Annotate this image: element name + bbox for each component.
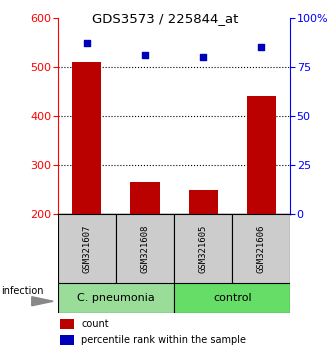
Text: control: control	[213, 293, 251, 303]
Text: GSM321606: GSM321606	[257, 224, 266, 273]
Text: GSM321608: GSM321608	[141, 224, 149, 273]
Text: C. pneumonia: C. pneumonia	[77, 293, 155, 303]
Bar	[174, 214, 232, 283]
Polygon shape	[32, 297, 53, 306]
Bar	[174, 283, 290, 313]
Text: percentile rank within the sample: percentile rank within the sample	[81, 335, 246, 345]
Bar	[130, 182, 159, 214]
Text: GDS3573 / 225844_at: GDS3573 / 225844_at	[92, 12, 238, 25]
Bar	[189, 190, 218, 214]
Bar	[60, 319, 74, 329]
Bar	[60, 335, 74, 345]
Text: infection: infection	[1, 286, 44, 296]
Text: GSM321605: GSM321605	[199, 224, 208, 273]
Text: GSM321607: GSM321607	[82, 224, 91, 273]
Bar	[247, 96, 276, 214]
Point	[201, 54, 206, 60]
Bar	[116, 214, 174, 283]
Point	[84, 40, 89, 46]
Bar	[58, 283, 174, 313]
Bar	[232, 214, 290, 283]
Text: count: count	[81, 319, 109, 329]
Point	[142, 52, 148, 58]
Bar	[58, 214, 116, 283]
Point	[259, 44, 264, 50]
Bar	[72, 62, 101, 214]
